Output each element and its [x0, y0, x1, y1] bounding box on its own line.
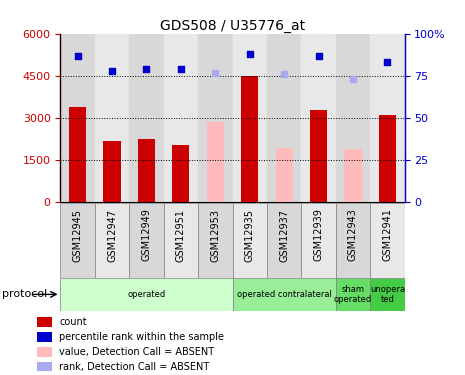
Bar	[232, 278, 336, 311]
Bar	[37, 332, 52, 342]
Bar	[69, 107, 86, 202]
Bar	[336, 278, 370, 311]
Point	[212, 70, 219, 76]
Bar	[138, 139, 155, 202]
Bar	[379, 116, 396, 202]
Text: protocol: protocol	[2, 290, 47, 299]
Title: GDS508 / U35776_at: GDS508 / U35776_at	[160, 19, 305, 33]
Text: count: count	[59, 317, 87, 327]
Bar	[198, 202, 232, 278]
Bar	[164, 34, 198, 203]
Bar	[60, 278, 232, 311]
Bar	[370, 278, 405, 311]
Bar	[60, 34, 95, 203]
Point	[246, 51, 253, 57]
Text: GSM12935: GSM12935	[245, 209, 255, 261]
Bar	[129, 202, 164, 278]
Bar	[60, 202, 95, 278]
Text: percentile rank within the sample: percentile rank within the sample	[59, 332, 224, 342]
Text: GSM12949: GSM12949	[141, 209, 152, 261]
Point	[349, 76, 357, 82]
Bar	[336, 202, 370, 278]
Text: value, Detection Call = ABSENT: value, Detection Call = ABSENT	[59, 347, 214, 357]
Point	[74, 53, 81, 59]
Bar	[206, 122, 224, 202]
Bar	[276, 148, 293, 202]
Bar	[232, 202, 267, 278]
Text: GSM12951: GSM12951	[176, 209, 186, 261]
Bar	[37, 347, 52, 357]
Point	[384, 60, 391, 66]
Bar	[267, 34, 301, 203]
Bar	[267, 202, 301, 278]
Text: sham
operated: sham operated	[334, 285, 372, 304]
Text: rank, Detection Call = ABSENT: rank, Detection Call = ABSENT	[59, 362, 210, 372]
Bar	[301, 34, 336, 203]
Text: operated: operated	[127, 290, 166, 299]
Bar	[37, 317, 52, 327]
Bar	[232, 34, 267, 203]
Point	[143, 66, 150, 72]
Point	[177, 66, 185, 72]
Bar	[37, 362, 52, 372]
Bar	[95, 202, 129, 278]
Bar	[301, 202, 336, 278]
Bar	[370, 34, 405, 203]
Bar	[129, 34, 164, 203]
Text: operated contralateral: operated contralateral	[237, 290, 332, 299]
Bar	[370, 202, 405, 278]
Point	[280, 71, 288, 77]
Point	[108, 68, 116, 74]
Text: GSM12953: GSM12953	[210, 209, 220, 261]
Bar	[164, 202, 198, 278]
Bar	[336, 34, 370, 203]
Bar	[103, 141, 121, 202]
Point	[315, 53, 322, 59]
Text: GSM12943: GSM12943	[348, 209, 358, 261]
Text: GSM12941: GSM12941	[382, 209, 392, 261]
Bar	[241, 76, 259, 202]
Bar	[95, 34, 129, 203]
Text: GSM12937: GSM12937	[279, 209, 289, 261]
Text: GSM12939: GSM12939	[313, 209, 324, 261]
Bar	[310, 110, 327, 202]
Bar	[198, 34, 232, 203]
Text: unopera
ted: unopera ted	[370, 285, 405, 304]
Text: GSM12945: GSM12945	[73, 209, 83, 261]
Bar	[172, 145, 190, 202]
Text: GSM12947: GSM12947	[107, 209, 117, 261]
Bar	[344, 149, 362, 202]
